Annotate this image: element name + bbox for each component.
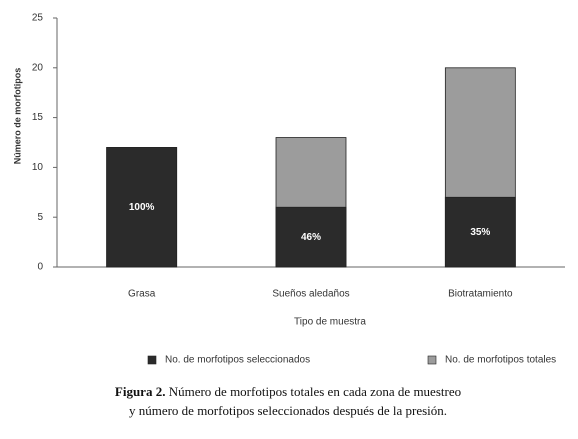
y-axis-title: Número de morfotipos (12, 68, 22, 165)
bar (106, 147, 178, 268)
caption-line: Figura 2. Número de morfotipos totales e… (115, 384, 461, 399)
caption-line: y número de morfotipos seleccionados des… (129, 403, 447, 418)
x-tick-label: Sueños aledaños (272, 289, 349, 300)
caption-text: Número de morfotipos totales en cada zon… (169, 384, 461, 399)
annotation: 46% (301, 232, 321, 243)
legend-label: No. de morfotipos totales (445, 355, 556, 366)
legend-swatch (427, 355, 437, 365)
y-tick-label: 20 (32, 62, 44, 73)
legend-label: No. de morfotipos seleccionados (165, 355, 310, 366)
annotation: 100% (129, 202, 155, 213)
x-tick-label: Biotratamiento (448, 289, 513, 300)
caption-label: Figura 2. (115, 384, 166, 399)
y-tick-label: 10 (32, 162, 44, 173)
bar (275, 206, 347, 268)
bar (444, 196, 516, 268)
legend-swatch (147, 355, 157, 365)
y-tick-label: 5 (37, 212, 43, 223)
x-axis-title: Tipo de muestra (294, 317, 366, 328)
y-tick-label: 15 (32, 112, 44, 123)
y-tick-label: 25 (32, 13, 44, 24)
x-tick-label: Grasa (128, 289, 156, 300)
y-tick-label: 0 (37, 262, 43, 273)
annotation: 35% (470, 227, 490, 238)
